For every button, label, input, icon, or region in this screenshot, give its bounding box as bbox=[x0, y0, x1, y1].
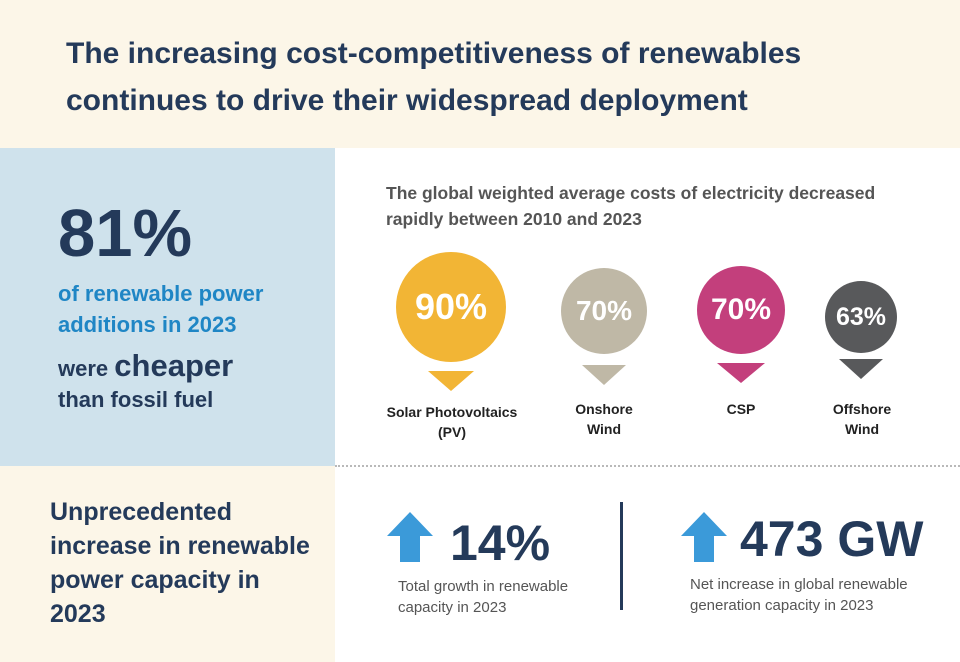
cheaper-word: cheaper bbox=[114, 348, 234, 383]
capacity-increase-description: Net increase in global renewable generat… bbox=[690, 576, 908, 614]
cheaper-share-value: 81% bbox=[58, 196, 193, 271]
stats-separator bbox=[620, 502, 623, 610]
dotted-divider bbox=[335, 465, 960, 467]
growth-description: Total growth in renewable capacity in 20… bbox=[398, 578, 569, 616]
cheaper-share-description: of renewable power additions in 2023 bbox=[58, 281, 264, 337]
cheaper-than-fossil-text: were cheaper than fossil fuel bbox=[58, 350, 328, 415]
than-fossil-fuel: than fossil fuel bbox=[58, 387, 214, 412]
up-arrow-icon bbox=[387, 512, 433, 562]
pin-value-offshore: 63% bbox=[835, 302, 887, 331]
were-word: were bbox=[58, 356, 109, 381]
capacity-panel bbox=[0, 466, 335, 662]
cost-decrease-subtitle: The global weighted average costs of ele… bbox=[386, 183, 876, 229]
capacity-title: Unprecedented increase in renewable powe… bbox=[50, 498, 310, 628]
highlight-panel bbox=[0, 148, 335, 466]
pin-circle-onshore: 70% bbox=[561, 268, 647, 354]
pin-pointer-solar bbox=[428, 371, 474, 391]
growth-value: 14% bbox=[450, 515, 551, 571]
pin-pointer-csp bbox=[717, 363, 765, 383]
pin-label-offshore: Offshore Wind bbox=[832, 401, 892, 437]
pin-onshore-wind: 70% bbox=[561, 268, 647, 388]
pin-label-onshore: Onshore Wind bbox=[575, 401, 633, 437]
pin-label-csp: CSP bbox=[726, 401, 756, 417]
page-title: The increasing cost-competitiveness of r… bbox=[66, 37, 802, 117]
pin-circle-offshore: 63% bbox=[825, 281, 897, 353]
pin-csp: 70% bbox=[697, 266, 785, 386]
up-arrow-shape bbox=[387, 512, 433, 562]
pin-value-csp: 70% bbox=[710, 293, 772, 326]
up-arrow-shape bbox=[681, 512, 727, 562]
capacity-stats-panel bbox=[335, 468, 960, 662]
pin-circle-csp: 70% bbox=[697, 266, 785, 354]
pin-value-onshore: 70% bbox=[575, 295, 633, 326]
pin-pointer-offshore bbox=[839, 359, 883, 379]
pin-label-solar: Solar Photovoltaics (PV) bbox=[386, 404, 518, 440]
pin-circle-solar: 90% bbox=[396, 252, 506, 362]
pin-solar-pv: 90% bbox=[396, 252, 506, 392]
pin-offshore-wind: 63% bbox=[825, 281, 897, 385]
up-arrow-icon bbox=[681, 512, 727, 562]
header-banner bbox=[0, 0, 960, 148]
pin-value-solar: 90% bbox=[414, 286, 488, 327]
capacity-increase-value: 473 GW bbox=[740, 511, 924, 567]
pin-pointer-onshore bbox=[582, 365, 626, 385]
